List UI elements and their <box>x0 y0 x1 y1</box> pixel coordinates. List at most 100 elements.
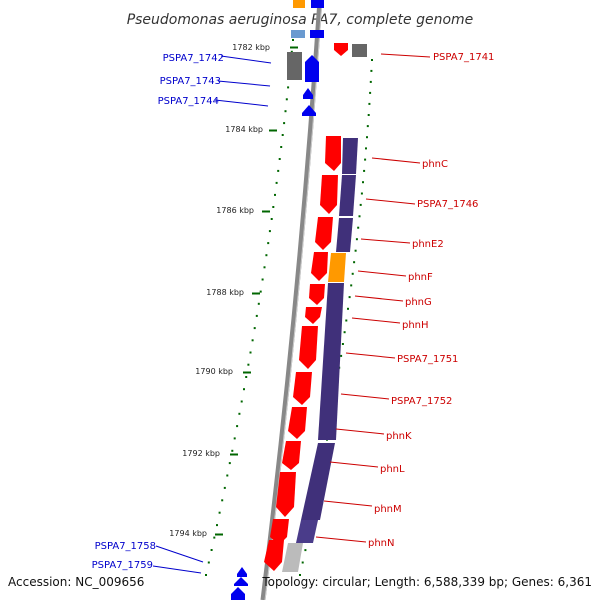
genome-backbone <box>260 0 323 600</box>
gene-feature-pspa7-1758[interactable] <box>237 567 247 577</box>
gene-label-pspa7-1751[interactable]: PSPA7_1751 <box>397 354 458 365</box>
gene-label-pspa7-1759[interactable]: PSPA7_1759 <box>92 560 153 571</box>
gene-label-phnK[interactable]: phnK <box>386 431 412 442</box>
gene-label-pspa7-1741[interactable]: PSPA7_1741 <box>433 52 494 63</box>
ruler-dot <box>348 296 351 299</box>
ruler-dot <box>221 499 224 502</box>
gene-feature-gray[interactable] <box>352 44 367 57</box>
ruler-dot <box>247 363 250 366</box>
ruler-dot <box>272 206 275 208</box>
ruler-dot <box>370 69 373 72</box>
ruler-dot <box>360 192 363 195</box>
ruler-dot <box>205 574 207 576</box>
ruler-dot <box>249 351 252 354</box>
ruler-dot <box>245 376 248 378</box>
tick-label: 1792 kbp <box>182 449 220 458</box>
forward-strand-features <box>231 52 319 600</box>
gene-feature-phnC[interactable] <box>325 136 341 171</box>
gene-feature-phnN[interactable] <box>270 519 289 545</box>
tick-mark <box>269 129 277 132</box>
ruler-dot <box>277 169 280 172</box>
ruler-dot <box>261 278 264 281</box>
gene-label-pspa7-1744[interactable]: PSPA7_1744 <box>158 96 219 107</box>
gene-label-phnE2[interactable]: phnE2 <box>412 239 444 250</box>
gene-feature-gray[interactable] <box>287 52 302 80</box>
gene-feature-phnL[interactable] <box>282 441 301 470</box>
ruler-dot <box>369 91 372 94</box>
gene-label-pspa7-1746[interactable]: PSPA7_1746 <box>417 199 478 210</box>
ruler-dot <box>353 261 356 264</box>
gene-label-pspa7-1758[interactable]: PSPA7_1758 <box>95 541 156 552</box>
ruler-dot <box>371 59 373 61</box>
ruler-dot <box>287 86 290 89</box>
ruler-dot <box>350 284 353 287</box>
gene-feature-pspa7-1759[interactable] <box>234 577 248 586</box>
ruler-dot <box>284 110 287 113</box>
forward-labels: PSPA7_1742 PSPA7_1743 PSPA7_1744 PSPA7_1… <box>92 53 272 574</box>
map-title: Pseudomonas aeruginosa PA7, complete gen… <box>127 12 474 28</box>
ruler-dot <box>345 319 348 322</box>
ruler-dot <box>358 215 361 218</box>
gene-label-pspa7-1742[interactable]: PSPA7_1742 <box>163 53 224 64</box>
gene-feature-phnH[interactable] <box>305 307 322 324</box>
ruler-dot <box>366 125 369 128</box>
ruler-dot <box>210 549 213 551</box>
ruler-dot <box>236 425 239 428</box>
gene-label-phnM[interactable]: phnM <box>374 504 402 515</box>
gene-feature-pspa7-1751[interactable] <box>299 326 318 369</box>
gene-feature-pspa7-1741[interactable] <box>334 43 348 56</box>
ruler-dot <box>364 158 367 161</box>
gene-label-phnC[interactable]: phnC <box>422 159 448 170</box>
tick-mark <box>243 371 251 374</box>
ruler-dot <box>268 230 271 233</box>
gene-label-phnG[interactable]: phnG <box>405 297 432 308</box>
gene-label-pspa7-1743[interactable]: PSPA7_1743 <box>160 76 221 87</box>
gene-label-phnH[interactable]: phnH <box>402 320 429 331</box>
gene-feature-phnF[interactable] <box>311 252 328 281</box>
tick-label: 1786 kbp <box>216 206 254 215</box>
ruler-dot <box>240 400 243 403</box>
tick-mark <box>252 292 260 295</box>
reverse-strand-features <box>264 43 367 571</box>
gene-feature-phnG[interactable] <box>309 284 325 305</box>
gene-label-phnF[interactable]: phnF <box>408 272 433 283</box>
ruler: 1782 kbp 1784 kbp 1786 kbp 1788 kbp 1790… <box>169 43 298 538</box>
gene-feature-phnK[interactable] <box>288 407 307 439</box>
ruler-dot <box>367 114 370 116</box>
ruler-dot <box>257 302 260 305</box>
gene-label-phnN[interactable]: phnN <box>368 538 395 549</box>
ruler-dot <box>359 203 362 206</box>
gene-label-pspa7-1752[interactable]: PSPA7_1752 <box>391 396 452 407</box>
ruler-dot <box>301 561 304 564</box>
gene-feature-end[interactable] <box>264 540 284 571</box>
tick-label: 1790 kbp <box>195 367 233 376</box>
gene-feature-pspa7-1744[interactable] <box>302 105 316 116</box>
gene-feature-pspa7-1746[interactable] <box>320 175 338 214</box>
ruler-dot <box>351 272 354 275</box>
gene-feature-pspa7-1742[interactable] <box>305 55 319 82</box>
ruler-dot <box>368 102 371 105</box>
tick-mark <box>262 210 270 213</box>
ruler-dot <box>275 181 278 184</box>
gene-feature-phnM[interactable] <box>276 472 296 517</box>
ruler-dot <box>263 266 266 269</box>
ruler-dot <box>278 158 281 160</box>
ruler-dot <box>365 147 367 150</box>
gene-feature-extra[interactable] <box>231 587 245 600</box>
gene-feature-pspa7-1743[interactable] <box>303 88 313 99</box>
ruler-dot <box>228 462 231 465</box>
ruler-dot <box>233 437 236 440</box>
feature-top <box>291 0 324 38</box>
tick-mark <box>215 533 223 536</box>
ruler-dot <box>238 412 241 415</box>
gene-label-phnL[interactable]: phnL <box>380 464 405 475</box>
tick-label: 1788 kbp <box>206 288 244 297</box>
ruler-dot <box>218 511 221 514</box>
ruler-dot <box>347 307 349 310</box>
gene-feature-phnE2[interactable] <box>315 217 333 250</box>
ruler-dot <box>280 146 283 148</box>
ruler-dot <box>355 238 358 241</box>
gene-feature-pspa7-1752[interactable] <box>293 372 312 405</box>
ruler-dot <box>255 314 258 317</box>
ruler-dot <box>290 50 293 53</box>
